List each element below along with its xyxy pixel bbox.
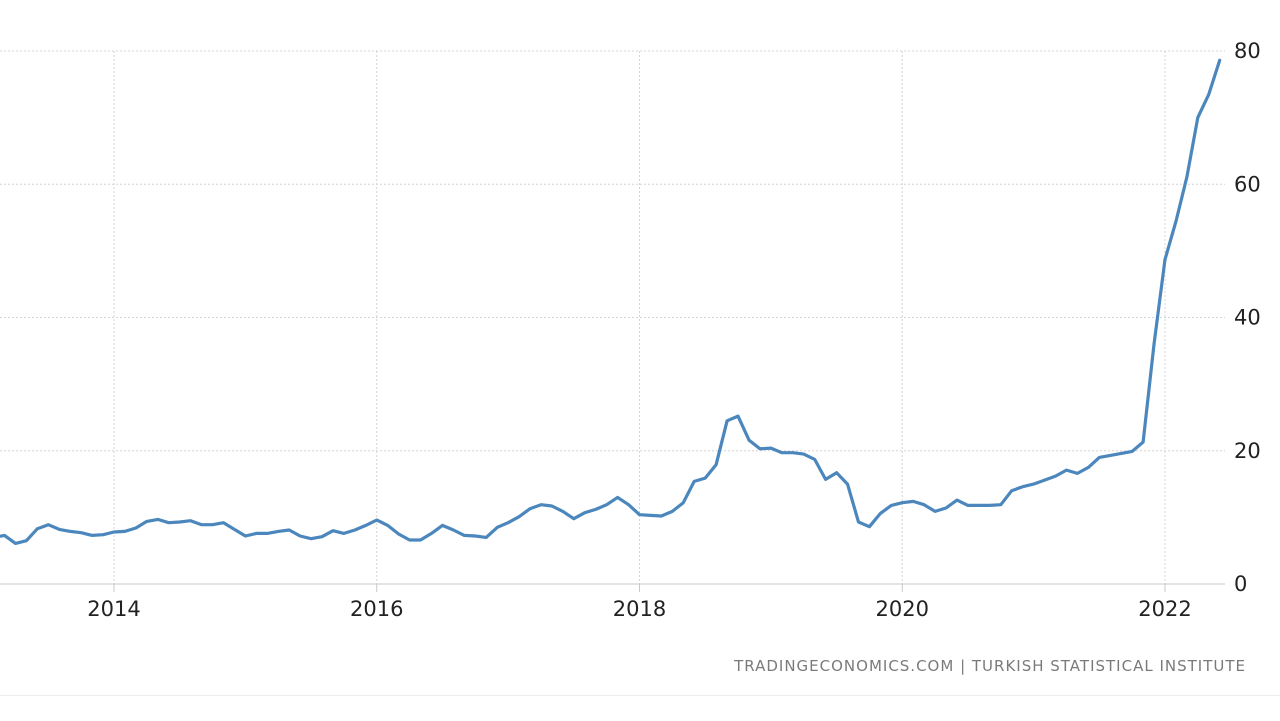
x-tick-label: 2016 xyxy=(350,597,403,621)
source-attribution: TRADINGECONOMICS.COM | TURKISH STATISTIC… xyxy=(734,657,1246,675)
y-tick-label: 60 xyxy=(1234,172,1261,196)
series-layer xyxy=(0,58,1222,546)
x-tick-label: 2014 xyxy=(87,597,140,621)
y-tick-label: 80 xyxy=(1234,39,1261,63)
x-tick-label: 2022 xyxy=(1138,597,1191,621)
y-tick-label: 20 xyxy=(1234,439,1261,463)
y-axis-tick-labels: 0 20 40 60 80 xyxy=(1234,39,1261,596)
y-tick-label: 0 xyxy=(1234,572,1247,596)
x-tick-label: 2020 xyxy=(876,597,929,621)
bottom-divider xyxy=(0,695,1280,696)
line-chart: 0 20 40 60 80 2014 2016 2018 2020 2022 xyxy=(0,39,1261,621)
x-tick-label: 2018 xyxy=(613,597,666,621)
y-tick-label: 40 xyxy=(1234,306,1261,330)
series-line xyxy=(0,58,1222,546)
x-axis-tick-labels: 2014 2016 2018 2020 2022 xyxy=(87,597,1191,621)
x-axis-baseline xyxy=(0,583,1225,592)
grid-lines xyxy=(0,50,1225,584)
